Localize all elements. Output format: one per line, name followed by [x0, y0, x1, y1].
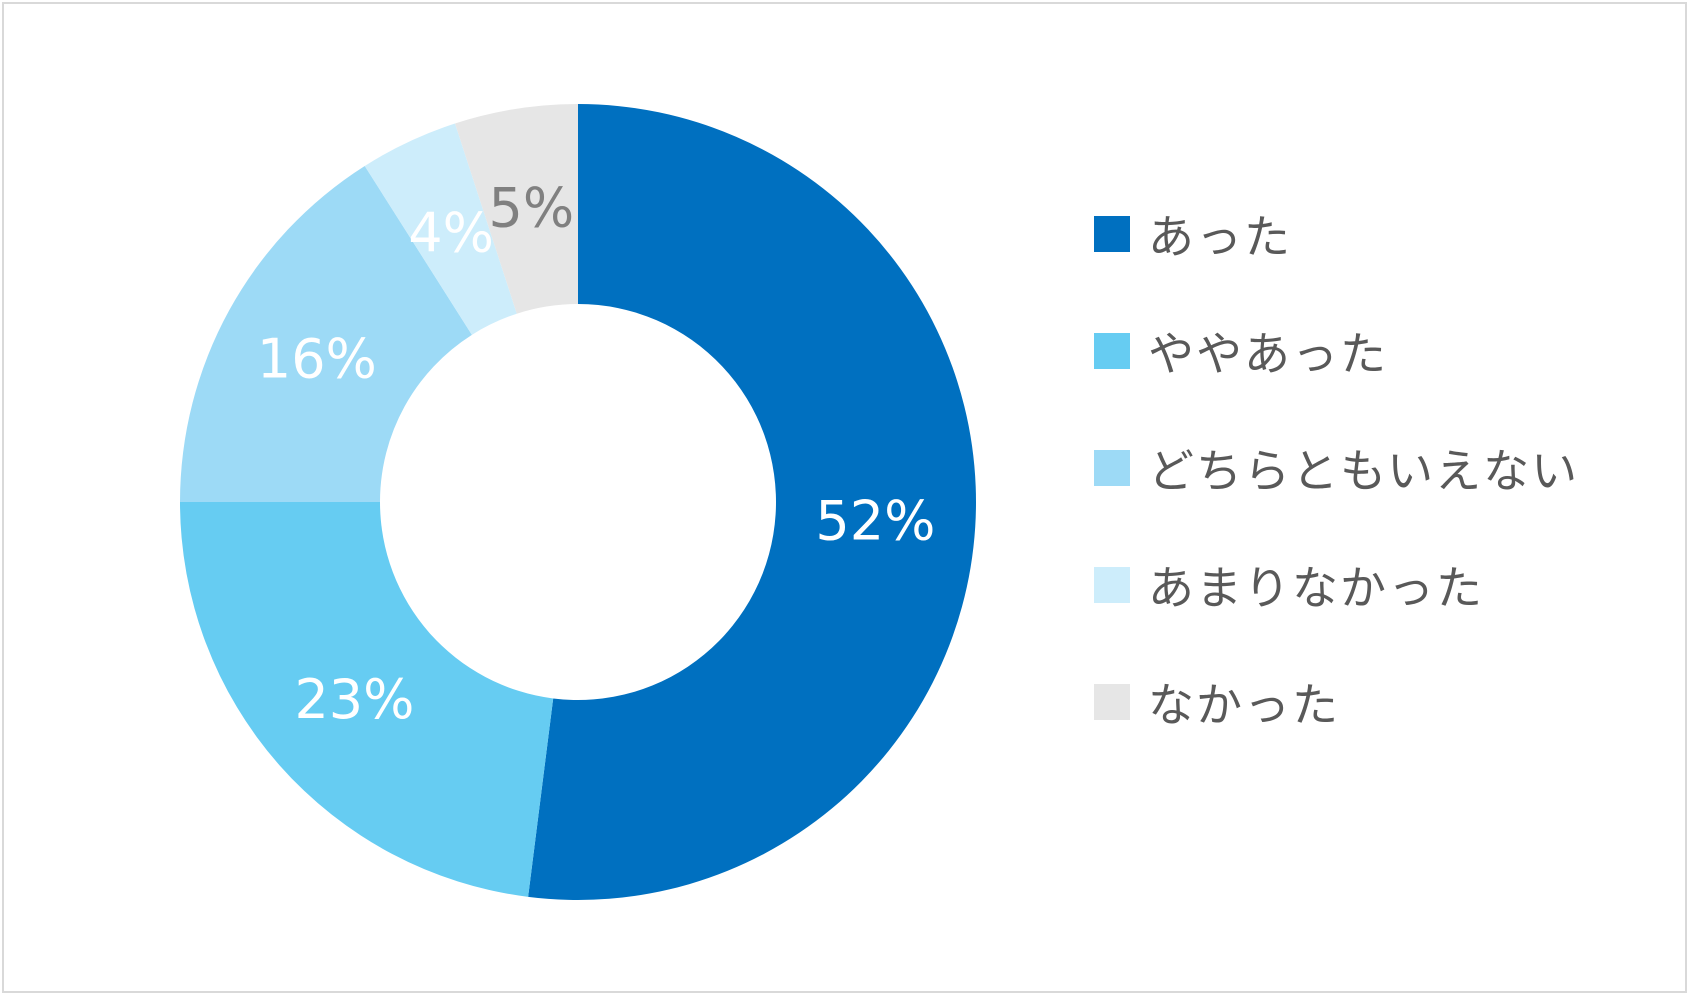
- donut-slice: [455, 104, 578, 314]
- donut-slice: [528, 104, 977, 900]
- slice-value-label: 52%: [815, 490, 935, 553]
- legend-label: どちらともいえない: [1148, 443, 1580, 498]
- legend-label: ややあった: [1148, 326, 1388, 381]
- legend-item-yaya-atta: ややあった: [1094, 292, 1579, 409]
- legend-swatch: [1094, 332, 1130, 369]
- donut-slice: [180, 165, 472, 502]
- legend-label: なかった: [1148, 677, 1340, 732]
- legend-label: あまりなかった: [1148, 560, 1484, 615]
- legend-item-atta: あった: [1094, 175, 1579, 292]
- legend-swatch: [1094, 449, 1130, 486]
- legend-label: あった: [1148, 209, 1292, 264]
- slice-value-label: 16%: [257, 327, 377, 390]
- donut-slice: [180, 502, 554, 897]
- legend-swatch: [1094, 566, 1130, 603]
- donut-slice: [364, 123, 517, 335]
- legend-item-neutral: どちらともいえない: [1094, 409, 1579, 526]
- legend-swatch: [1094, 683, 1130, 720]
- slice-value-label: 5%: [489, 177, 575, 240]
- legend-swatch: [1094, 215, 1130, 252]
- slice-value-label: 23%: [294, 668, 414, 731]
- legend-item-nakatta: なかった: [1094, 643, 1579, 760]
- legend-item-amari-nakatta: あまりなかった: [1094, 526, 1579, 643]
- slice-value-label: 4%: [408, 201, 494, 264]
- chart-legend: あった ややあった どちらともいえない あまりなかった なかった: [1094, 175, 1579, 760]
